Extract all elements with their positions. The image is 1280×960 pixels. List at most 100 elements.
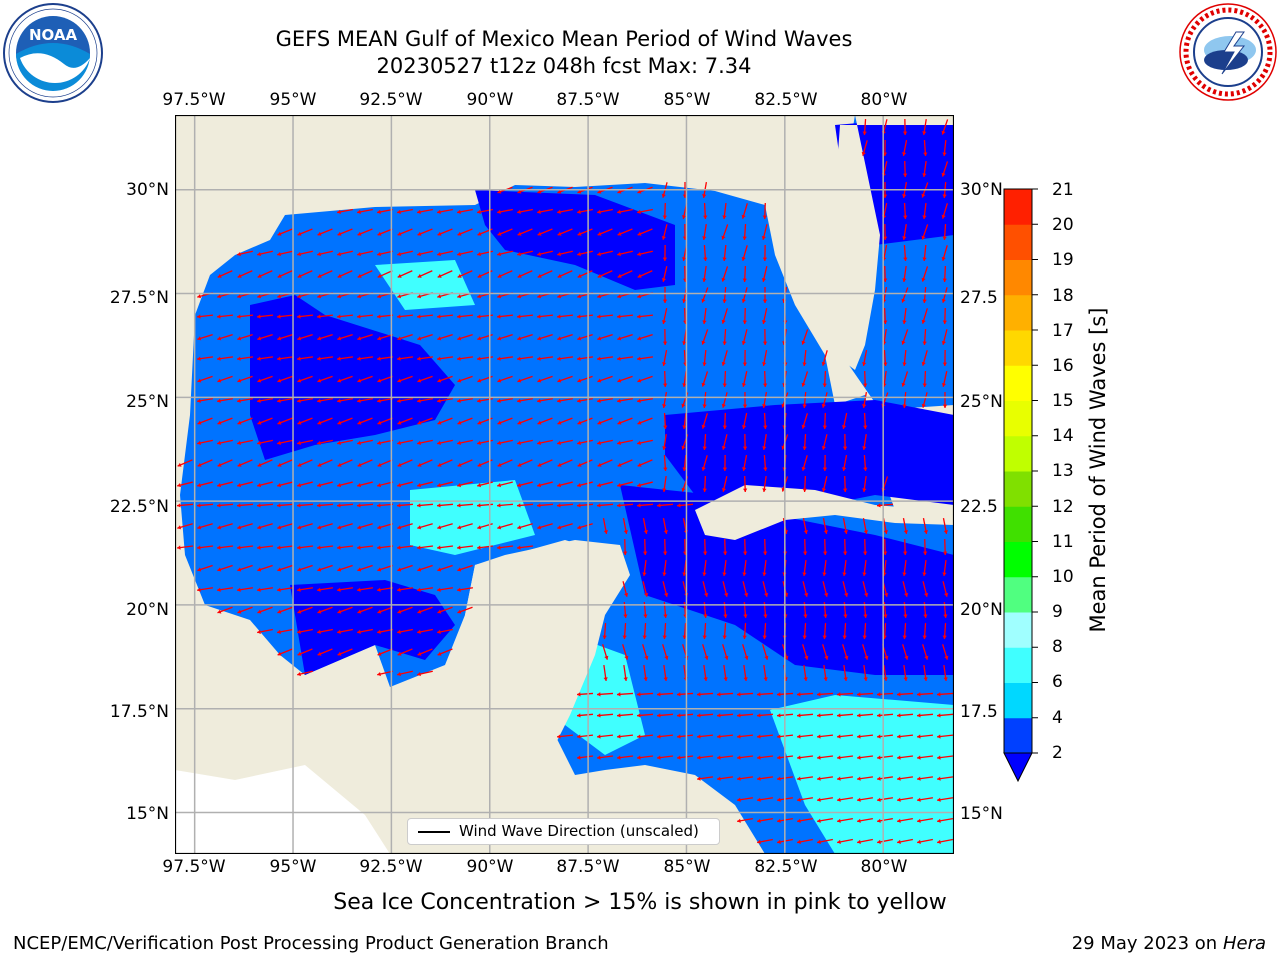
wind-wave-arrowhead — [617, 378, 622, 383]
lon-label-top: 92.5°W — [359, 90, 423, 110]
wind-wave-arrowhead — [802, 488, 807, 492]
wind-wave-arrowhead — [763, 383, 768, 387]
wind-wave-arrowhead — [703, 551, 708, 555]
wind-wave-arrowhead — [397, 294, 402, 299]
wind-wave-arrowhead — [337, 314, 341, 319]
wind-wave-arrowhead — [597, 713, 601, 718]
campeche-dark-area — [290, 580, 455, 675]
wind-wave-arrowhead — [497, 251, 501, 257]
wind-wave-arrowhead — [757, 755, 761, 760]
wind-wave-arrowhead — [943, 551, 948, 555]
lat-label-left: 17.5°N — [109, 702, 169, 722]
wind-wave-arrowhead — [557, 231, 562, 236]
wind-wave-arrowhead — [802, 635, 807, 639]
wind-wave-arrowhead — [637, 713, 641, 718]
wind-wave-arrowhead — [217, 378, 222, 383]
wind-wave-arrowhead — [862, 404, 867, 408]
wind-wave-arrowhead — [617, 483, 622, 488]
wind-wave-arrowhead — [757, 692, 761, 697]
wind-wave-arrowhead — [864, 655, 869, 660]
wind-wave-arrowhead — [742, 572, 747, 576]
wind-wave-arrowhead — [297, 525, 302, 530]
wind-wave-arrowhead — [777, 776, 781, 781]
wind-wave-arrowhead — [337, 587, 341, 592]
wind-wave-arrowhead — [883, 530, 888, 534]
wind-wave-arrowhead — [842, 467, 847, 471]
wind-wave-arrowhead — [817, 776, 821, 781]
wind-wave-arrowhead — [662, 488, 667, 492]
colorbar — [1003, 188, 1038, 783]
wind-wave-arrowhead — [801, 382, 806, 387]
wind-wave-arrowhead — [764, 655, 769, 660]
wind-wave-arrowhead — [477, 336, 482, 341]
wind-wave-arrowhead — [877, 713, 881, 718]
wind-wave-arrowhead — [537, 294, 542, 299]
wind-wave-arrowhead — [822, 635, 827, 639]
wind-wave-arrowhead — [357, 314, 361, 319]
wind-wave-arrowhead — [877, 776, 881, 781]
wind-wave-arrowhead — [937, 755, 941, 760]
wind-wave-arrowhead — [702, 194, 707, 198]
wind-wave-arrowhead — [863, 614, 868, 618]
wind-wave-arrowhead — [317, 629, 321, 634]
wind-wave-arrowhead — [377, 420, 382, 425]
wind-wave-arrowhead — [857, 818, 861, 823]
wind-wave-arrowhead — [177, 525, 182, 530]
wind-wave-arrowhead — [724, 592, 729, 597]
wind-wave-arrowhead — [417, 398, 421, 403]
wind-wave-arrowhead — [842, 635, 847, 639]
wind-wave-arrowhead — [637, 189, 642, 194]
wind-wave-arrowhead — [257, 609, 262, 614]
wind-wave-arrowhead — [417, 567, 422, 572]
wind-wave-arrowhead — [902, 131, 908, 135]
wind-wave-arrowhead — [823, 614, 828, 618]
wind-wave-arrowhead — [477, 462, 482, 467]
wind-wave-arrowhead — [337, 398, 341, 403]
wind-wave-arrowhead — [663, 425, 668, 429]
wind-wave-arrowhead — [717, 713, 721, 718]
wind-wave-arrowhead — [237, 273, 242, 278]
footer-machine: Hera — [1222, 933, 1266, 954]
wind-wave-arrowhead — [877, 839, 881, 844]
wind-wave-arrowhead — [577, 755, 581, 760]
wind-wave-arrowhead — [922, 383, 927, 387]
wind-wave-arrowhead — [817, 755, 821, 760]
colorbar-tick-label: 12 — [1052, 497, 1074, 517]
wind-wave-arrowhead — [457, 525, 462, 530]
nws-logo — [1179, 3, 1277, 101]
lat-label-left: 22.5°N — [109, 497, 169, 517]
wind-wave-arrowhead — [397, 545, 401, 550]
wind-wave-arrowhead — [257, 440, 261, 446]
wind-wave-arrowhead — [617, 336, 622, 341]
wind-wave-arrowhead — [257, 356, 261, 361]
wind-wave-arrowhead — [577, 294, 582, 299]
wind-wave-arrowhead — [357, 545, 361, 550]
wind-wave-arrowhead — [697, 776, 701, 781]
wind-wave-arrowhead — [457, 398, 461, 403]
wind-wave-arrowhead — [637, 755, 641, 760]
wind-wave-arrowhead — [377, 251, 381, 257]
wind-wave-arrowhead — [617, 273, 622, 278]
wind-wave-arrowhead — [537, 231, 542, 236]
wind-wave-arrowhead — [597, 273, 602, 278]
wind-wave-arrowhead — [757, 797, 761, 802]
wind-wave-arrowhead — [197, 462, 202, 467]
wind-wave-arrowhead — [537, 503, 541, 508]
wind-wave-arrowhead — [617, 503, 621, 508]
wind-wave-arrowhead — [722, 383, 727, 387]
wind-wave-arrowhead — [797, 755, 801, 760]
wind-wave-arrowhead — [862, 572, 867, 576]
wind-wave-arrowhead — [702, 236, 707, 240]
wind-wave-arrowhead — [237, 420, 242, 425]
wind-wave-arrowhead — [397, 503, 401, 508]
wind-wave-arrowhead — [942, 194, 947, 198]
wind-wave-arrowhead — [357, 294, 362, 299]
wind-wave-arrowhead — [397, 231, 402, 236]
colorbar-segment — [1004, 647, 1032, 683]
wind-wave-arrowhead — [662, 299, 668, 303]
wind-wave-arrowhead — [597, 231, 602, 236]
wind-wave-arrowhead — [257, 378, 262, 383]
wind-wave-arrowhead — [417, 462, 422, 467]
footer-credit: NCEP/EMC/Verification Post Processing Pr… — [13, 933, 609, 954]
wind-wave-arrowhead — [702, 488, 707, 492]
